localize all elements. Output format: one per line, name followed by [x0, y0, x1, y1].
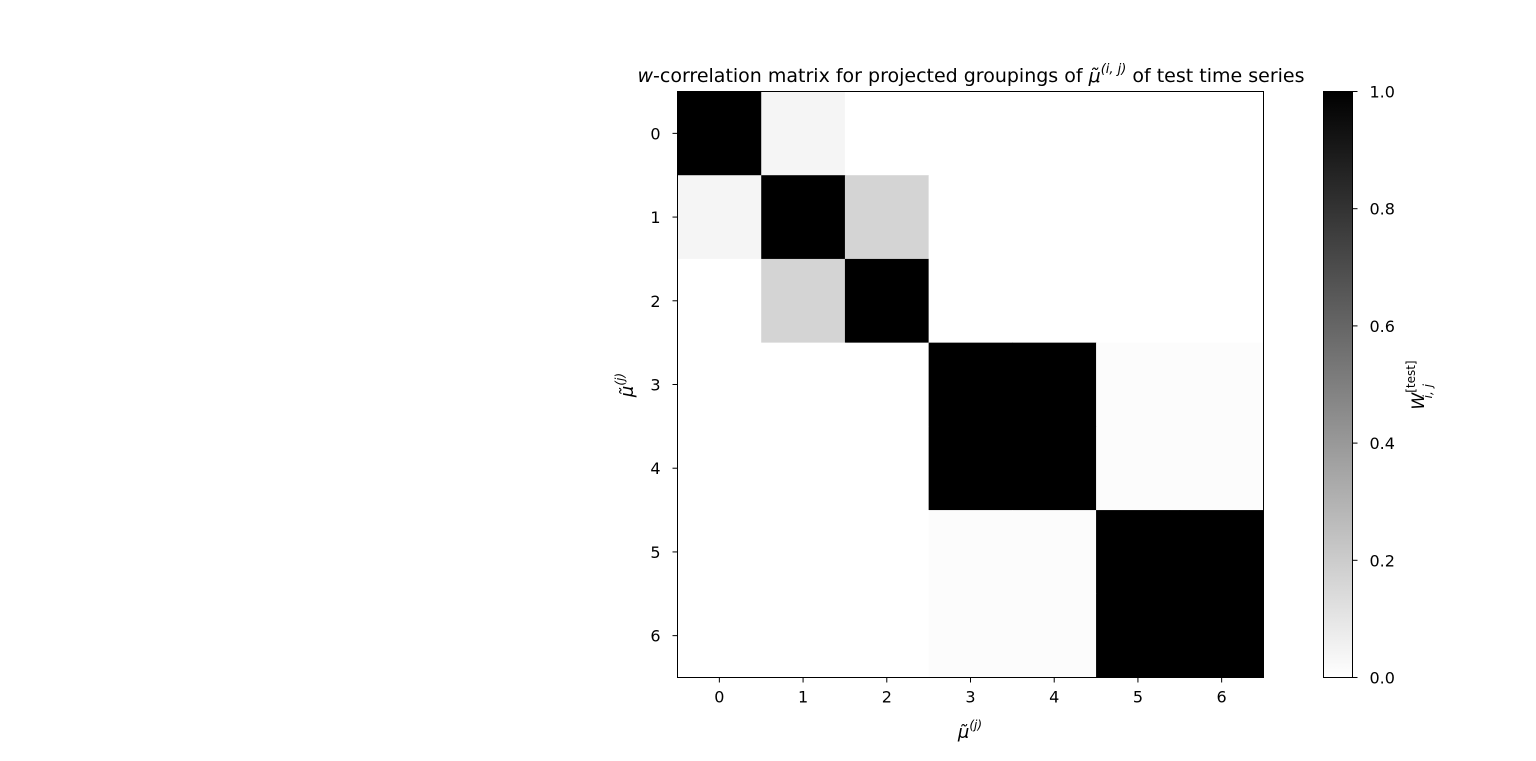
heatmap-cell-1-4	[1012, 175, 1097, 260]
heatmap-cell-1-1	[761, 175, 846, 260]
heatmap-cell-0-0	[677, 91, 762, 176]
heatmap-cell-5-2	[844, 510, 930, 595]
heatmap-cell-6-3	[928, 593, 1013, 678]
heatmap-cell-1-6	[1179, 175, 1264, 260]
heatmap-cell-4-3	[928, 426, 1013, 511]
x-tick-label: 4	[1049, 688, 1059, 707]
heatmap-cell-3-3	[928, 342, 1013, 427]
heatmap-cell-1-0	[677, 175, 762, 260]
colorbar-ticks: 0.0 0.2 0.4 0.6 0.8 1.0	[1352, 83, 1395, 688]
colorbar-tick-label: 0.6	[1370, 317, 1395, 336]
heatmap-cell-2-2	[844, 258, 930, 344]
y-tick-label: 5	[650, 543, 660, 562]
x-tick-label: 5	[1133, 688, 1143, 707]
heatmap-cell-1-5	[1096, 175, 1181, 260]
heatmap-cell-6-0	[677, 593, 762, 678]
heatmap-cells	[677, 91, 1264, 678]
x-tick-label: 3	[965, 688, 975, 707]
y-tick-label: 4	[650, 459, 660, 478]
y-tick-label: 2	[650, 292, 660, 311]
heatmap-cell-3-2	[844, 342, 930, 427]
heatmap-cell-5-1	[761, 510, 846, 595]
heatmap-cell-4-0	[677, 426, 762, 511]
heatmap-cell-2-1	[761, 258, 846, 344]
x-axis-ticks: 0 1 2 3 4 5 6	[714, 677, 1227, 707]
heatmap-cell-2-0	[677, 258, 762, 344]
colorbar-label: W[test] i, j	[1404, 360, 1435, 409]
heatmap-cell-4-6	[1179, 426, 1264, 511]
y-tick-label: 1	[650, 208, 660, 227]
heatmap-cell-2-4	[1012, 258, 1097, 344]
colorbar	[1323, 91, 1353, 678]
x-tick-label: 6	[1217, 688, 1227, 707]
heatmap-cell-0-5	[1096, 91, 1181, 176]
heatmap-cell-6-5	[1096, 593, 1181, 678]
heatmap-cell-6-6	[1179, 593, 1264, 678]
x-axis-label: μ̃(j)	[957, 718, 982, 743]
colorbar-tick-label: 0.0	[1370, 669, 1395, 688]
heatmap-cell-0-2	[844, 91, 930, 176]
heatmap-cell-6-2	[844, 593, 930, 678]
y-axis-label: μ̃(j)	[613, 373, 638, 398]
heatmap-cell-3-5	[1096, 342, 1181, 427]
heatmap-cell-4-2	[844, 426, 930, 511]
chart-title: w-correlation matrix for projected group…	[637, 62, 1304, 87]
y-axis-ticks: 0 1 2 3 4 5 6	[650, 124, 678, 646]
heatmap-cell-3-0	[677, 342, 762, 427]
heatmap-cell-3-1	[761, 342, 846, 427]
y-tick-label: 3	[650, 376, 660, 395]
heatmap-cell-5-4	[1012, 510, 1097, 595]
y-tick-label: 0	[650, 124, 660, 143]
heatmap-cell-2-6	[1179, 258, 1264, 344]
x-tick-label: 0	[714, 688, 724, 707]
heatmap-cell-1-2	[844, 175, 930, 260]
x-tick-label: 1	[798, 688, 808, 707]
heatmap-cell-3-4	[1012, 342, 1097, 427]
heatmap-cell-5-5	[1096, 510, 1181, 595]
heatmap-cell-0-3	[928, 91, 1013, 176]
heatmap-cell-3-6	[1179, 342, 1264, 427]
heatmap-cell-5-0	[677, 510, 762, 595]
heatmap-cell-6-1	[761, 593, 846, 678]
heatmap-cell-2-5	[1096, 258, 1181, 344]
heatmap-cell-0-4	[1012, 91, 1097, 176]
x-tick-label: 2	[882, 688, 892, 707]
heatmap-cell-6-4	[1012, 593, 1097, 678]
heatmap-cell-4-5	[1096, 426, 1181, 511]
colorbar-tick-label: 0.2	[1370, 551, 1395, 570]
colorbar-tick-label: 1.0	[1370, 83, 1395, 102]
heatmap-cell-0-6	[1179, 91, 1264, 176]
heatmap-cell-5-6	[1179, 510, 1264, 595]
colorbar-tick-label: 0.4	[1370, 434, 1395, 453]
heatmap-cell-2-3	[928, 258, 1013, 344]
heatmap-cell-0-1	[761, 91, 846, 176]
heatmap-cell-5-3	[928, 510, 1013, 595]
colorbar-tick-label: 0.8	[1370, 200, 1395, 219]
y-tick-label: 6	[650, 627, 660, 646]
heatmap-cell-1-3	[928, 175, 1013, 260]
heatmap-cell-4-1	[761, 426, 846, 511]
heatmap-cell-4-4	[1012, 426, 1097, 511]
